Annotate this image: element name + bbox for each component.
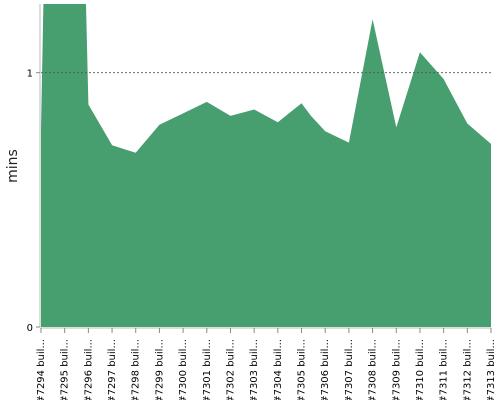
x-tick-label: #7308 buil...: [368, 339, 379, 400]
x-tick-label: #7306 buil...: [320, 339, 331, 400]
x-tick-label: #7302 buil...: [226, 339, 237, 400]
x-tick-label: #7309 buil...: [391, 339, 402, 400]
x-tick-label: #7304 buil...: [273, 339, 284, 400]
x-tick-label: #7295 buil...: [60, 339, 71, 400]
x-tick-label: #7307 buil...: [344, 339, 355, 400]
x-tick-label: #7312 buil...: [462, 339, 473, 400]
x-tick-label: #7303 buil...: [249, 339, 260, 400]
y-axis-label: mins: [5, 149, 21, 183]
x-tick-label: #7300 buil...: [178, 339, 189, 400]
y-tick-label: 1: [27, 69, 33, 80]
plot-area: [41, 4, 491, 327]
x-tick-label: #7305 buil...: [297, 339, 308, 400]
x-tick-label: #7298 buil...: [131, 339, 142, 400]
series-area: [41, 4, 491, 327]
axes: 0 1 #7294 buil... #7295 buil... #7296 buil..…: [27, 4, 497, 400]
x-tick-label: #7311 buil...: [439, 339, 450, 400]
x-tick-label: #7301 buil...: [202, 339, 213, 400]
x-tick-label: #7313 buil...: [486, 339, 497, 400]
y-tick-label: 0: [27, 323, 33, 334]
x-tick-label: #7294 buil...: [36, 339, 47, 400]
x-tick-label: #7296 buil...: [83, 339, 94, 400]
x-tick-label: #7299 buil...: [154, 339, 165, 400]
x-tick-label: #7297 buil...: [107, 339, 118, 400]
x-tick-label: #7310 buil...: [415, 339, 426, 400]
